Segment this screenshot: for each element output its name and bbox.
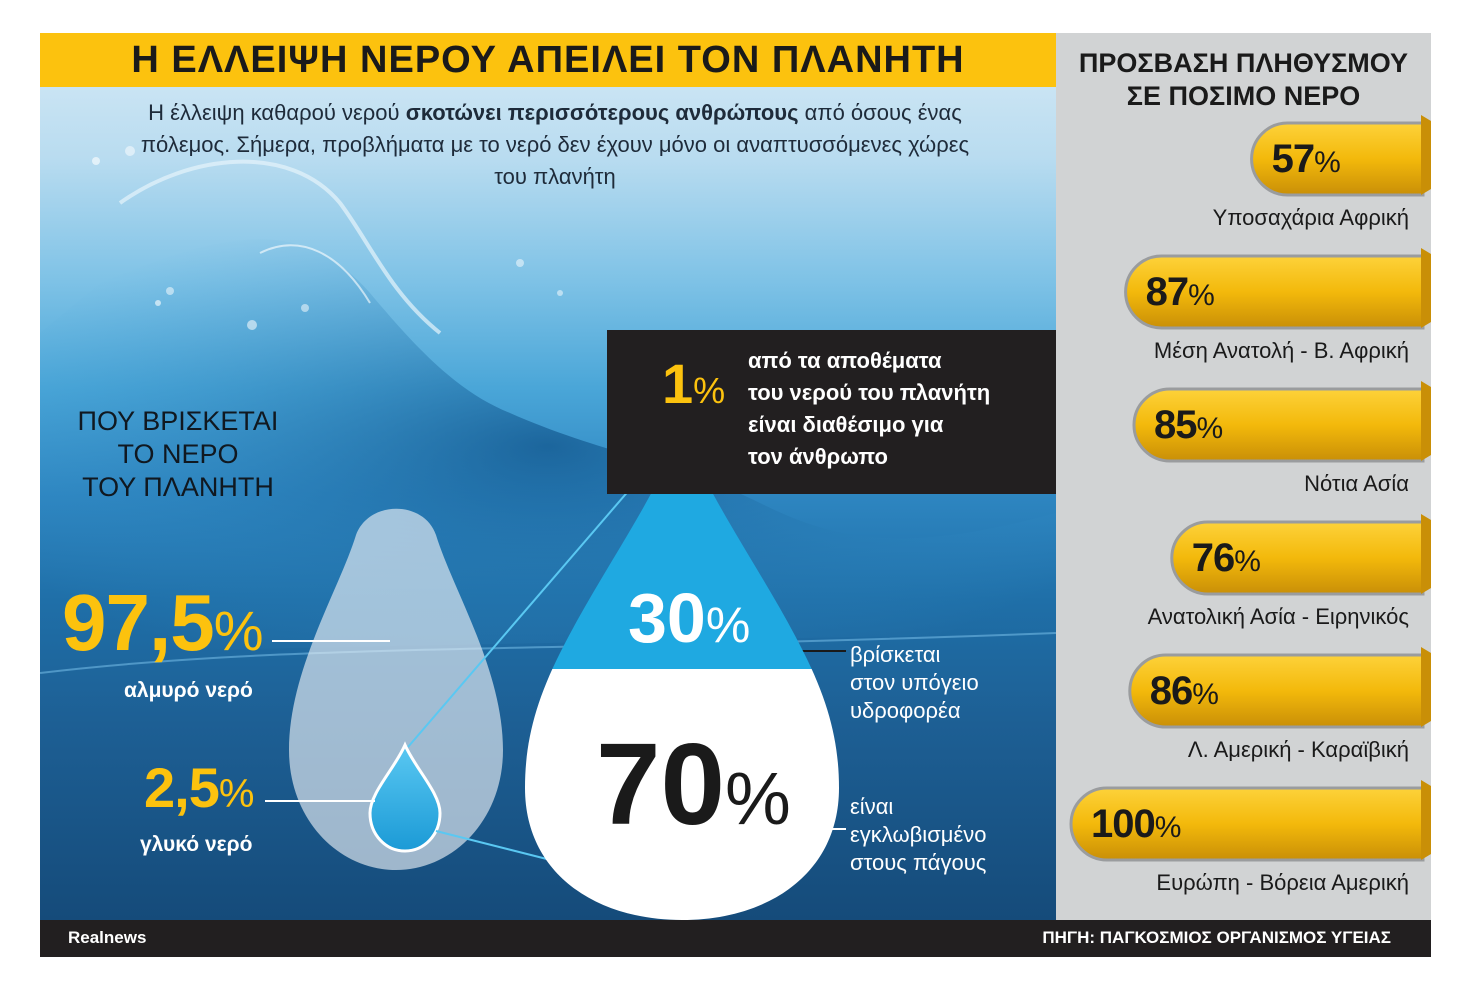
salt-water-number: 97,5: [62, 578, 215, 667]
groundwater-label: βρίσκεται στον υπόγειο υδροφορέα: [850, 641, 1050, 725]
ice-water-value: 70%: [596, 719, 791, 864]
access-region-label: Ευρώπη - Βόρεια Αμερική: [1156, 870, 1409, 895]
intro-part2: από όσους ένας πόλεμος. Σήμερα, προβλήμα…: [140, 100, 970, 189]
salt-water-unit: %: [213, 599, 264, 662]
access-value-unit: %: [1196, 412, 1224, 445]
access-value: 85%: [1154, 401, 1224, 453]
access-ribbons: [1069, 115, 1431, 862]
ice-water-label: είναι εγκλωβισμένο στους πάγους: [850, 793, 1050, 877]
access-value-unit: %: [1234, 545, 1261, 578]
fresh-water-unit: %: [218, 772, 255, 816]
fresh-water-value: 2,5%: [144, 755, 255, 827]
where-heading-line3: ΤΟΥ ΠΛΑΝΗΤΗ: [82, 472, 274, 502]
fresh-water-label: γλυκό νερό: [140, 833, 253, 856]
access-heading-line1: ΠΡΟΣΒΑΣΗ ΠΛΗΘΥΣΜΟΥ: [1078, 48, 1409, 78]
available-water-unit: %: [693, 370, 726, 411]
water-illustration: [40, 146, 1056, 920]
groundwater-number: 30: [628, 579, 706, 657]
access-ribbon: [1128, 653, 1425, 729]
ribbon-fold: [1421, 514, 1431, 594]
ice-line1: είναι: [850, 794, 894, 819]
access-region-label: Μέση Ανατολή - Β. Αφρική: [1153, 338, 1409, 363]
ice-water-unit: %: [725, 757, 791, 840]
available-water-number: 1: [662, 352, 694, 415]
access-ribbon: [1132, 387, 1425, 463]
access-region-label: Λ. Αμερική - Καραϊβική: [1187, 737, 1409, 762]
footer-bar: Realnews ΠΗΓΗ: ΠΑΓΚΟΣΜΙΟΣ ΟΡΓΑΝΙΣΜΟΣ ΥΓΕ…: [40, 920, 1431, 957]
brand-logo: Realnews: [68, 928, 147, 947]
access-ribbon: [1069, 786, 1425, 862]
salt-water-label: αλμυρό νερό: [124, 679, 253, 702]
intro-part1: Η έλλειψη καθαρού νερού: [148, 100, 406, 125]
access-value-number: 57: [1271, 137, 1315, 181]
available-line2: του νερού του πλανήτη: [748, 380, 991, 405]
access-value-unit: %: [1314, 146, 1341, 179]
ice-line2: εγκλωβισμένο: [850, 822, 987, 847]
access-heading: ΠΡΟΣΒΑΣΗ ΠΛΗΘΥΣΜΟΥ ΣΕ ΠΟΣΙΜΟ ΝΕΡΟ: [1056, 47, 1431, 113]
access-ribbon: [1124, 254, 1425, 330]
title-banner: Η ΕΛΛΕΙΨΗ ΝΕΡΟΥ ΑΠΕΙΛΕΙ ΤΟΝ ΠΛΑΝΗΤΗ: [40, 33, 1056, 87]
available-water-box: [607, 330, 1056, 494]
access-value-number: 76: [1191, 536, 1235, 580]
available-water-text: από τα αποθέματα του νερού του πλανήτη ε…: [748, 345, 1048, 473]
where-heading-line1: ΠΟΥ ΒΡΙΣΚΕΤΑΙ: [77, 406, 279, 436]
access-value: 87%: [1145, 268, 1215, 320]
ribbon-fold: [1421, 381, 1431, 461]
access-value-number: 86: [1149, 669, 1193, 713]
ribbon-fold: [1421, 647, 1431, 727]
access-heading-line2: ΣΕ ΠΟΣΙΜΟ ΝΕΡΟ: [1126, 81, 1361, 111]
ice-line3: στους πάγους: [850, 850, 987, 875]
available-water-value: 1%: [662, 351, 725, 424]
ribbon-fold: [1421, 248, 1431, 328]
access-value-number: 87: [1145, 270, 1189, 314]
where-heading-line2: ΤΟ ΝΕΡΟ: [117, 439, 239, 469]
available-line4: τον άνθρωπο: [748, 444, 888, 469]
access-value: 86%: [1149, 667, 1219, 719]
salt-water-value: 97,5%: [62, 578, 263, 676]
access-value-unit: %: [1192, 678, 1219, 711]
available-line1: από τα αποθέματα: [748, 348, 942, 373]
page-title: Η ΕΛΛΕΙΨΗ ΝΕΡΟΥ ΑΠΕΙΛΕΙ ΤΟΝ ΠΛΑΝΗΤΗ: [131, 38, 965, 81]
groundwater-line3: υδροφορέα: [850, 698, 961, 723]
source-note: ΠΗΓΗ: ΠΑΓΚΟΣΜΙΟΣ ΟΡΓΑΝΙΣΜΟΣ ΥΓΕΙΑΣ: [1042, 928, 1391, 947]
access-value: 57%: [1271, 135, 1341, 187]
fresh-water-number: 2,5: [144, 756, 220, 819]
access-value-number: 100: [1091, 802, 1156, 846]
access-ribbon: [1250, 121, 1425, 197]
groundwater-line2: στον υπόγειο: [850, 670, 979, 695]
ice-water-number: 70: [596, 719, 726, 849]
access-value-unit: %: [1188, 279, 1215, 312]
intro-text: Η έλλειψη καθαρού νερού σκοτώνει περισσό…: [140, 97, 970, 193]
access-value-number: 85: [1154, 403, 1197, 447]
infographic: Η ΕΛΛΕΙΨΗ ΝΕΡΟΥ ΑΠΕΙΛΕΙ ΤΟΝ ΠΛΑΝΗΤΗ Η έλ…: [40, 33, 1431, 957]
groundwater-value: 30%: [628, 578, 750, 665]
access-ribbon: [1170, 520, 1425, 596]
access-value-unit: %: [1154, 811, 1182, 844]
available-line3: είναι διαθέσιμο για: [748, 412, 944, 437]
access-value: 100%: [1091, 800, 1182, 852]
groundwater-unit: %: [705, 597, 751, 653]
ribbon-fold: [1421, 780, 1431, 860]
ribbon-fold: [1421, 115, 1431, 195]
intro-bold: σκοτώνει περισσότερους ανθρώπους: [405, 100, 799, 125]
groundwater-line1: βρίσκεται: [850, 642, 941, 667]
where-heading: ΠΟΥ ΒΡΙΣΚΕΤΑΙ ΤΟ ΝΕΡΟ ΤΟΥ ΠΛΑΝΗΤΗ: [58, 405, 298, 504]
access-value: 76%: [1191, 534, 1261, 586]
access-region-label: Υποσαχάρια Αφρική: [1212, 205, 1409, 230]
access-region-label: Ανατολική Ασία - Ειρηνικός: [1147, 604, 1409, 629]
access-region-label: Νότια Ασία: [1304, 471, 1409, 496]
